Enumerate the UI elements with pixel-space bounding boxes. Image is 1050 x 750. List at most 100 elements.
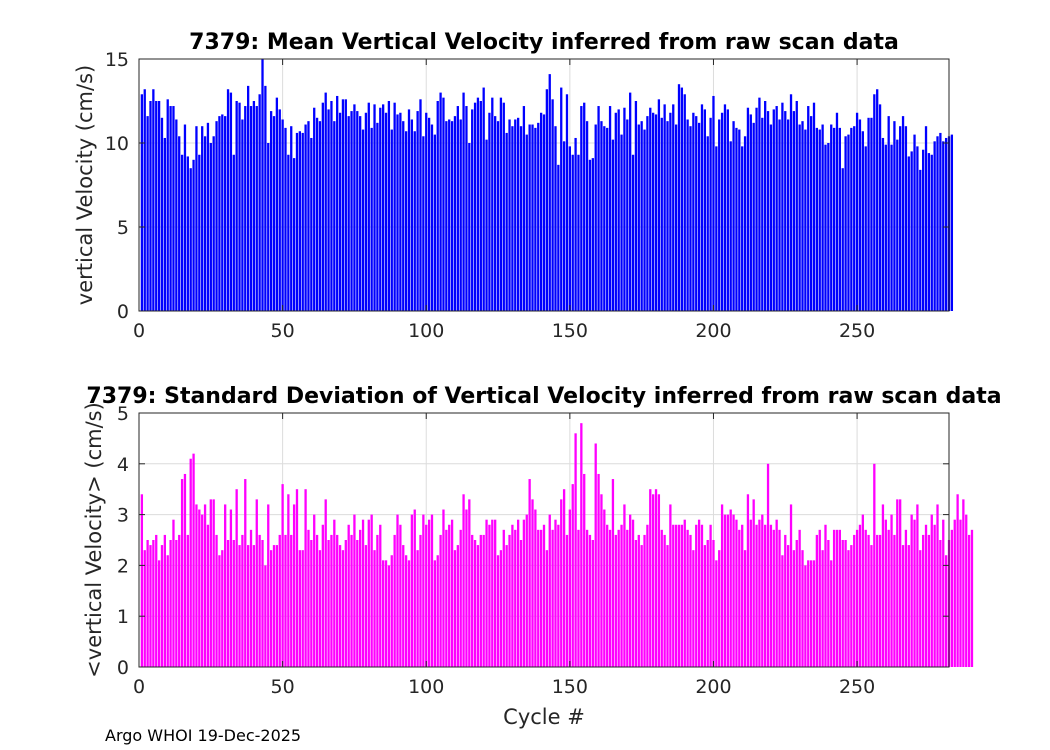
- stddev-bar: [585, 529, 589, 667]
- mean-bar: [741, 146, 744, 311]
- mean-bar: [611, 139, 615, 311]
- stddev-bar: [226, 540, 230, 667]
- stddev-bar: [640, 545, 643, 667]
- stddev-bar: [568, 509, 571, 667]
- stddev-bar: [594, 443, 597, 667]
- stddev-bar: [953, 519, 956, 667]
- stddev-bar: [606, 524, 609, 667]
- stddev-bar: [962, 499, 965, 667]
- mean-bar: [152, 89, 155, 312]
- mean-bar: [491, 97, 494, 311]
- mean-bar: [284, 127, 287, 311]
- mean-bar: [643, 129, 646, 311]
- mean-bar: [910, 151, 913, 311]
- mean-bar: [212, 136, 215, 311]
- mean-bar: [505, 132, 508, 311]
- stddev-bar: [338, 545, 342, 667]
- mean-bar: [893, 121, 896, 311]
- mean-bar: [209, 143, 212, 311]
- mean-bar: [186, 156, 189, 311]
- stddev-bar: [965, 514, 968, 667]
- stddev-bar: [450, 519, 454, 667]
- stddev-ytick-label: 4: [117, 454, 129, 476]
- mean-bar: [479, 101, 482, 311]
- stddev-bar: [275, 545, 279, 667]
- stddev-bar: [643, 534, 646, 667]
- stddev-bar: [646, 524, 649, 667]
- mean-bar: [815, 127, 819, 311]
- mean-bar: [232, 154, 235, 311]
- mean-bar: [907, 156, 910, 311]
- mean-bar: [163, 137, 166, 311]
- mean-bar: [264, 85, 267, 311]
- stddev-bar: [703, 545, 706, 667]
- mean-bar: [663, 104, 666, 311]
- stddev-xtick-label: 150: [552, 676, 588, 698]
- stddev-bar: [399, 524, 402, 667]
- mean-bar: [597, 106, 600, 311]
- stddev-bar: [189, 458, 192, 667]
- stddev-bar: [623, 504, 626, 667]
- stddev-bar: [505, 545, 508, 667]
- mean-bar: [637, 124, 640, 312]
- mean-bar: [766, 111, 770, 311]
- stddev-bar: [893, 534, 896, 667]
- stddev-bar: [528, 479, 531, 667]
- mean-bar: [465, 106, 468, 311]
- stddev-bar: [626, 529, 629, 667]
- mean-bar: [439, 92, 442, 311]
- stddev-bar: [206, 524, 210, 667]
- stddev-bar: [692, 550, 695, 667]
- stddev-bar: [482, 534, 485, 667]
- mean-bar: [695, 116, 698, 312]
- mean-bar: [654, 114, 658, 311]
- stddev-bar: [261, 540, 264, 667]
- mean-bar: [577, 154, 580, 311]
- stddev-bar: [445, 529, 448, 667]
- mean-bar: [784, 111, 787, 311]
- stddev-bar: [924, 524, 928, 667]
- stddev-bar: [224, 504, 227, 667]
- stddev-bar: [657, 494, 661, 667]
- stddev-bar: [706, 540, 709, 667]
- stddev-bar: [700, 524, 704, 667]
- stddev-bar: [735, 519, 738, 667]
- stddev-bar: [620, 524, 623, 667]
- mean-bar: [267, 143, 270, 311]
- mean-bar: [537, 122, 540, 311]
- stddev-bar: [726, 514, 729, 667]
- stddev-bar: [315, 534, 319, 667]
- mean-chart-frame: [138, 58, 950, 312]
- mean-bar: [172, 106, 175, 311]
- mean-bar: [789, 94, 793, 311]
- stddev-bar: [169, 540, 172, 667]
- stddev-bar: [784, 534, 787, 667]
- stddev-bar: [382, 560, 385, 667]
- stddev-bar: [603, 509, 606, 667]
- mean-bar: [324, 92, 327, 311]
- mean-bar: [557, 164, 560, 311]
- mean-bar: [844, 136, 847, 311]
- mean-bar: [436, 101, 439, 311]
- stddev-bar: [712, 540, 715, 667]
- mean-bar: [244, 106, 247, 311]
- mean-bar: [818, 129, 821, 311]
- mean-bar: [580, 106, 583, 311]
- mean-bar: [367, 102, 370, 312]
- stddev-bar: [787, 545, 790, 667]
- stddev-bar: [611, 479, 615, 667]
- mean-bar: [614, 112, 617, 311]
- stddev-bar: [858, 524, 862, 667]
- mean-ytick-label: 15: [105, 49, 129, 71]
- stddev-bar: [324, 499, 327, 667]
- stddev-bar: [333, 519, 336, 667]
- stddev-bar: [407, 560, 411, 667]
- stddev-bar: [654, 489, 658, 667]
- mean-bar: [393, 102, 396, 312]
- stddev-bar: [720, 504, 724, 667]
- mean-bar: [155, 101, 158, 311]
- mean-bar: [353, 104, 356, 311]
- stddev-bar: [557, 524, 560, 667]
- stddev-bar: [522, 519, 526, 667]
